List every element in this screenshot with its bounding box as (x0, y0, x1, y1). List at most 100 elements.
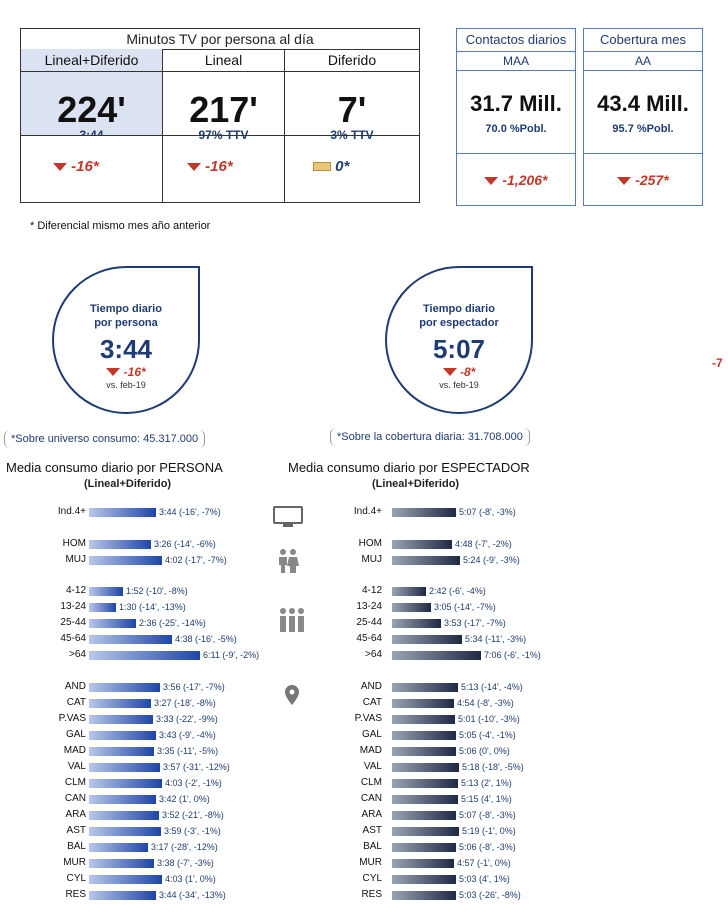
drop-diff: -16* (54, 365, 198, 379)
col-label: Lineal+Diferido (21, 49, 162, 72)
card-diff-value: -257* (635, 172, 669, 188)
bar-value-label: 3:17 (-28', -12%) (151, 842, 218, 852)
card-contactos: Contactos diarios MAA 31.7 Mill. 70.0 %P… (456, 28, 576, 206)
drop-line2: por espectador (419, 317, 499, 329)
diff-value: 0* (335, 158, 350, 175)
drop-tiempo-espectador: Tiempo diario por espectador 5:07 -8* vs.… (385, 266, 533, 414)
bar (89, 747, 154, 756)
col-label: Diferido (285, 49, 419, 72)
bar (89, 699, 151, 708)
bar (89, 859, 154, 868)
col-lineal-diferido: Lineal+Diferido 224' 3:44 -16* (21, 49, 163, 202)
bar-value-label: 4:54 (-8', -3%) (457, 698, 514, 708)
bar-value-label: 3:44 (-16', -7%) (159, 507, 221, 517)
bar (89, 683, 160, 692)
bar-category-label: MUR (63, 857, 86, 868)
chart-espectador: Ind.4+ 5:07 (-8', -3%) HOM 4:48 (-7', -2%) M… (300, 500, 720, 905)
drop-diff: -8* (387, 365, 531, 379)
bar-category-label: MUJ (65, 554, 86, 565)
bar-value-label: 3:57 (-31', -12%) (163, 762, 230, 772)
section-title-espectador: Media consumo diario por ESPECTADOR (288, 460, 530, 475)
bar-category-label: 13-24 (356, 601, 382, 612)
bar-value-label: 2:36 (-25', -14%) (139, 618, 206, 628)
bar-category-label: CLM (64, 777, 86, 788)
bar-category-label: BAL (67, 841, 86, 852)
bar-value-label: 5:07 (-8', -3%) (459, 507, 516, 517)
bar-category-label: GAL (65, 729, 86, 740)
bar (392, 683, 458, 692)
bar-value-label: 4:48 (-7', -2%) (455, 539, 512, 549)
bar-category-label: HOM (358, 538, 382, 549)
card-title: Contactos diarios (457, 29, 575, 52)
bar (392, 827, 459, 836)
bar (392, 699, 454, 708)
down-triangle-icon (106, 368, 121, 376)
bar-value-label: 7:06 (-6', -1%) (484, 650, 541, 660)
down-triangle-icon (187, 163, 201, 171)
down-triangle-icon (617, 177, 632, 185)
down-triangle-icon (484, 177, 499, 185)
col-big-value: 7' (337, 89, 367, 130)
bar-value-label: 4:02 (-17', -7%) (165, 555, 227, 565)
bar (392, 875, 456, 884)
bar-value-label: 5:03 (4', 1%) (459, 874, 510, 884)
bar-category-label: >64 (365, 649, 382, 660)
bar-category-label: MUJ (361, 554, 382, 565)
bar-category-label: CAN (360, 793, 382, 804)
bar (392, 540, 452, 549)
card-pobl: 70.0 %Pobl. (485, 123, 547, 135)
bar-value-label: 3:44 (-34', -13%) (159, 890, 226, 900)
col-lineal: Lineal 217' 97% TTV -16* (163, 49, 285, 202)
bar (89, 779, 162, 788)
bar-category-label: HOM (62, 538, 86, 549)
bar (89, 619, 136, 628)
stray-value: -7 (712, 356, 723, 370)
bar-value-label: 4:03 (1', 0%) (165, 874, 216, 884)
bar (392, 587, 426, 596)
bar (392, 651, 481, 660)
card-value: 43.4 Mill. (597, 91, 689, 116)
bar-category-label: ARA (361, 809, 382, 820)
bar (392, 731, 456, 740)
bar-value-label: 6:11 (-9', -2%) (203, 650, 260, 660)
bar-value-label: 1:30 (-14', -13%) (119, 602, 186, 612)
card-title: Cobertura mes (584, 29, 702, 52)
bar (392, 619, 441, 628)
down-triangle-icon (442, 368, 457, 376)
bar (392, 635, 462, 644)
footnote: * Diferencial mismo mes año anterior (30, 220, 211, 232)
bar (89, 556, 162, 565)
tv-icon (273, 506, 303, 527)
bar (89, 811, 159, 820)
drop-line1: Tiempo diario (90, 303, 162, 315)
bar (89, 508, 156, 517)
bar-value-label: 3:53 (-17', -7%) (444, 618, 506, 628)
bar (392, 843, 456, 852)
bar (89, 875, 162, 884)
down-triangle-icon (53, 163, 67, 171)
bar (89, 891, 156, 900)
bar-value-label: 5:06 (-8', -3%) (459, 842, 516, 852)
bar (89, 795, 156, 804)
bar-value-label: 5:03 (-26', -8%) (459, 890, 521, 900)
bar-value-label: 1:52 (-10', -8%) (126, 586, 188, 596)
bar (392, 891, 456, 900)
bar-category-label: ARA (65, 809, 86, 820)
drop-value: 5:07 (432, 334, 486, 364)
bar-category-label: AST (66, 825, 86, 836)
bar (89, 587, 123, 596)
flat-indicator-icon (313, 162, 331, 171)
bar-value-label: 5:05 (-4', -1%) (459, 730, 516, 740)
bar-value-label: 3:56 (-17', -7%) (163, 682, 225, 692)
bar-category-label: 25-44 (60, 617, 86, 628)
bar-value-label: 3:38 (-7', -3%) (157, 858, 214, 868)
location-pin-icon (285, 685, 299, 705)
bar-category-label: CAT (66, 697, 86, 708)
col-big-value: 217' (189, 89, 258, 130)
bar-category-label: AND (360, 681, 382, 692)
bar (392, 811, 456, 820)
bar (392, 603, 431, 612)
bar-value-label: 5:13 (-14', -4%) (461, 682, 523, 692)
bar-value-label: 5:24 (-9', -3%) (463, 555, 520, 565)
bar (89, 651, 200, 660)
